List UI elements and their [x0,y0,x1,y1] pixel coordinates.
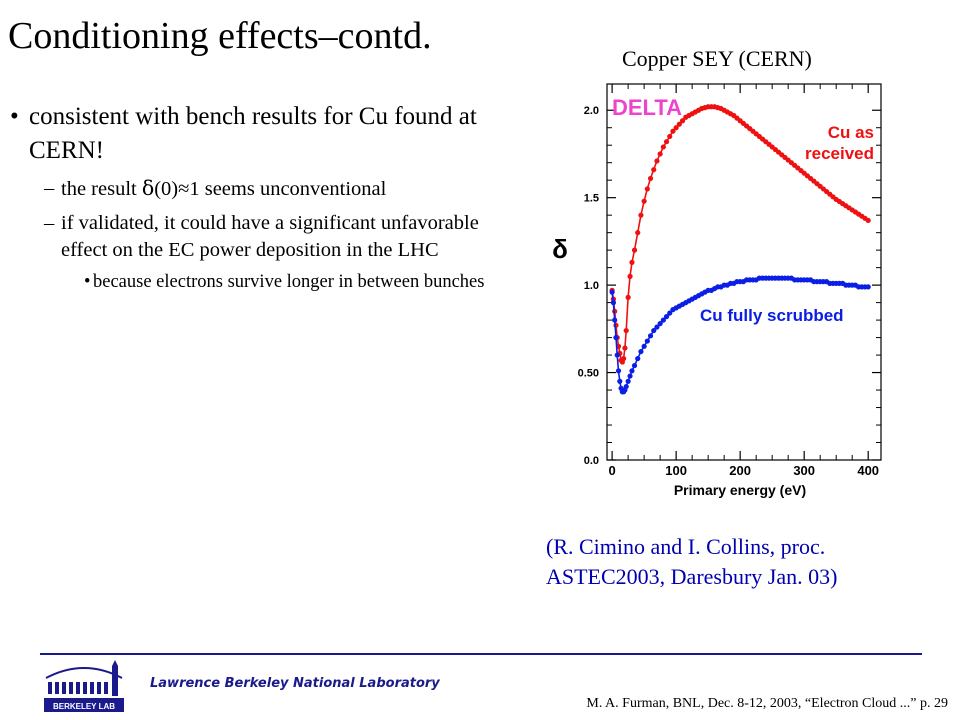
data-point-series-0 [679,118,686,124]
data-point-series-1 [654,324,660,330]
data-point-series-0 [631,247,638,253]
chart-title: DELTA [612,95,682,120]
sub-bullet-1-pre: the result [61,178,142,200]
data-point-series-1 [865,284,871,290]
data-point-series-1 [663,313,670,320]
data-point-series-0 [635,230,641,236]
x-tick-label: 100 [665,463,687,478]
y-tick-label: 1.0 [584,280,599,292]
data-point-series-1 [612,317,618,323]
y-tick-label: 0.0 [584,455,599,467]
data-point-series-0 [673,125,679,131]
legend-label-scrubbed: Cu fully scrubbed [700,306,844,325]
x-tick-label: 200 [729,463,751,478]
y-tick-label: 2.0 [584,105,599,117]
data-point-series-0 [660,144,666,150]
data-point-series-1 [638,348,644,355]
data-point-series-0 [623,327,629,334]
citation-line-2: ASTEC2003, Daresbury Jan. 03) [546,564,838,589]
data-point-series-1 [644,338,650,344]
data-point-series-1 [610,300,617,306]
data-point-series-1 [615,368,622,374]
data-point-series-0 [625,294,631,300]
data-point-series-0 [667,133,673,140]
x-axis-label: Primary energy (eV) [674,482,806,498]
data-point-series-0 [627,273,633,279]
x-tick-label: 300 [793,463,815,478]
data-point-series-1 [609,289,615,295]
data-point-series-1 [635,355,641,362]
data-point-series-1 [627,373,633,379]
data-point-series-1 [629,368,635,374]
footer-credit: M. A. Furman, BNL, Dec. 8-12, 2003, “Ele… [586,696,948,711]
chart-series [609,104,871,395]
data-point-series-0 [621,355,627,362]
lab-name: Lawrence Berkeley National Laboratory [150,676,440,691]
plot-caption: Copper SEY (CERN) [622,46,812,71]
bullet-dot-icon: • [84,272,91,292]
sub-sub-bullet-1-text: because electrons survive longer in betw… [93,272,485,292]
data-point-series-0 [641,198,647,204]
data-point-series-1 [614,352,620,358]
citation: (R. Cimino and I. Collins, proc. ASTEC20… [546,532,837,592]
y-tick-label: 1.5 [584,193,599,205]
data-point-series-1 [631,362,638,369]
data-point-series-0 [865,217,871,224]
data-point-series-0 [654,158,660,164]
data-point-series-0 [676,121,682,127]
x-tick-label: 400 [857,463,879,478]
sub-sub-bullet-1: • because electrons survive longer in be… [10,270,500,295]
dash-icon: – [44,212,55,234]
dash-icon: – [44,177,55,199]
plot-frame [606,83,882,461]
logo-text: BERKELEY LAB [53,702,115,711]
berkeley-lab-logo: BERKELEY LAB [44,660,124,712]
data-point-series-1 [667,310,673,316]
legend-label-received-line2: received [805,144,874,163]
data-point-series-0 [663,139,670,145]
sub-bullet-1: – the result δ(0)≈1 seems unconventional [10,175,500,203]
sub-bullet-1-post: (0)≈1 seems unconventional [154,178,387,200]
data-point-series-0 [657,151,663,157]
data-point-series-1 [617,378,623,384]
data-point-series-0 [638,212,644,218]
sey-chart: 0 100 200 300 400 0.0 0.50 1.0 1.5 2.0 DELTA Cu a… [552,83,882,498]
slide-title: Conditioning effects–contd. [8,15,432,57]
footer-rule [40,653,922,655]
data-point-series-0 [651,167,657,173]
bullet-main-text: consistent with bench results for Cu fou… [29,103,477,164]
sub-bullet-2-text: if validated, it could have a significan… [61,212,479,261]
data-point-series-1 [625,378,631,384]
data-point-series-0 [622,345,628,351]
chart-axes: 0 100 200 300 400 0.0 0.50 1.0 1.5 2.0 [578,83,882,478]
delta-symbol: δ [141,176,155,200]
data-point-series-0 [670,128,676,134]
legend-label-received-line1: Cu as [828,123,874,142]
data-point-series-1 [660,317,666,323]
data-point-series-1 [623,383,629,390]
y-axis-label: δ [552,234,568,264]
x-tick-label: 0 [609,463,616,478]
bullet-dot-icon: • [10,103,19,130]
data-point-series-1 [651,327,657,334]
sub-bullet-2: – if validated, it could have a signific… [10,210,500,264]
data-point-series-0 [629,259,635,265]
data-point-series-1 [613,334,619,341]
data-point-series-1 [657,320,663,327]
citation-line-1: (R. Cimino and I. Collins, proc. [546,534,826,559]
bullet-list: • consistent with bench results for Cu f… [10,100,500,295]
data-point-series-0 [644,186,650,192]
bullet-main: • consistent with bench results for Cu f… [10,100,500,168]
data-point-series-0 [647,175,654,182]
data-point-series-1 [641,343,647,349]
y-tick-label: 0.50 [578,368,599,380]
data-point-series-1 [647,333,654,339]
